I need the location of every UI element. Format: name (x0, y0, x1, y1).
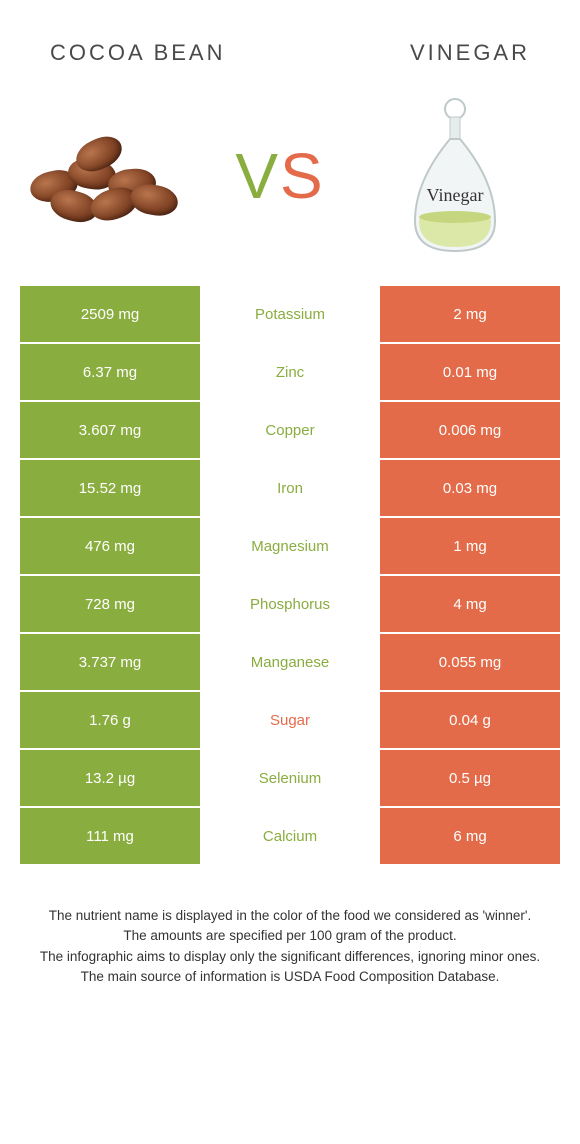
vs-s-letter: S (280, 140, 325, 212)
footer-line-3: The infographic aims to display only the… (30, 947, 550, 967)
cocoa-beans-icon (20, 121, 190, 231)
table-row: 15.52 mgIron0.03 mg (20, 460, 560, 516)
nutrient-name-cell: Manganese (200, 634, 380, 690)
right-value-cell: 0.04 g (380, 692, 560, 748)
table-row: 3.607 mgCopper0.006 mg (20, 402, 560, 458)
left-value-cell: 476 mg (20, 518, 200, 574)
right-value-cell: 0.03 mg (380, 460, 560, 516)
vinegar-bottle-label: Vinegar (427, 185, 484, 205)
left-food-title: COCOA BEAN (50, 40, 225, 66)
left-value-cell: 15.52 mg (20, 460, 200, 516)
images-row: VS Vinegar (0, 86, 580, 286)
footer-line-1: The nutrient name is displayed in the co… (30, 906, 550, 926)
nutrient-name-cell: Magnesium (200, 518, 380, 574)
table-row: 3.737 mgManganese0.055 mg (20, 634, 560, 690)
nutrient-name-cell: Copper (200, 402, 380, 458)
nutrient-name-cell: Selenium (200, 750, 380, 806)
right-value-cell: 4 mg (380, 576, 560, 632)
right-value-cell: 6 mg (380, 808, 560, 864)
left-value-cell: 2509 mg (20, 286, 200, 342)
right-value-cell: 0.5 µg (380, 750, 560, 806)
footer-notes: The nutrient name is displayed in the co… (0, 866, 580, 1007)
right-value-cell: 0.006 mg (380, 402, 560, 458)
nutrient-table: 2509 mgPotassium2 mg6.37 mgZinc0.01 mg3.… (0, 286, 580, 864)
right-value-cell: 0.055 mg (380, 634, 560, 690)
header: COCOA BEAN VINEGAR (0, 0, 580, 86)
table-row: 2509 mgPotassium2 mg (20, 286, 560, 342)
footer-line-4: The main source of information is USDA F… (30, 967, 550, 987)
nutrient-name-cell: Sugar (200, 692, 380, 748)
right-value-cell: 0.01 mg (380, 344, 560, 400)
nutrient-name-cell: Iron (200, 460, 380, 516)
right-value-cell: 2 mg (380, 286, 560, 342)
vinegar-image: Vinegar (370, 96, 540, 256)
left-value-cell: 3.737 mg (20, 634, 200, 690)
table-row: 1.76 gSugar0.04 g (20, 692, 560, 748)
nutrient-name-cell: Zinc (200, 344, 380, 400)
table-row: 728 mgPhosphorus4 mg (20, 576, 560, 632)
left-value-cell: 728 mg (20, 576, 200, 632)
left-value-cell: 6.37 mg (20, 344, 200, 400)
right-value-cell: 1 mg (380, 518, 560, 574)
table-row: 13.2 µgSelenium0.5 µg (20, 750, 560, 806)
left-value-cell: 111 mg (20, 808, 200, 864)
nutrient-name-cell: Calcium (200, 808, 380, 864)
left-value-cell: 3.607 mg (20, 402, 200, 458)
right-food-title: VINEGAR (410, 40, 530, 66)
vinegar-decanter-icon: Vinegar (395, 91, 515, 261)
nutrient-name-cell: Potassium (200, 286, 380, 342)
left-value-cell: 13.2 µg (20, 750, 200, 806)
table-row: 111 mgCalcium6 mg (20, 808, 560, 864)
table-row: 6.37 mgZinc0.01 mg (20, 344, 560, 400)
footer-line-2: The amounts are specified per 100 gram o… (30, 926, 550, 946)
cocoa-bean-image (20, 96, 190, 256)
nutrient-name-cell: Phosphorus (200, 576, 380, 632)
vs-v-letter: V (235, 140, 280, 212)
left-value-cell: 1.76 g (20, 692, 200, 748)
vs-label: VS (235, 139, 324, 213)
table-row: 476 mgMagnesium1 mg (20, 518, 560, 574)
